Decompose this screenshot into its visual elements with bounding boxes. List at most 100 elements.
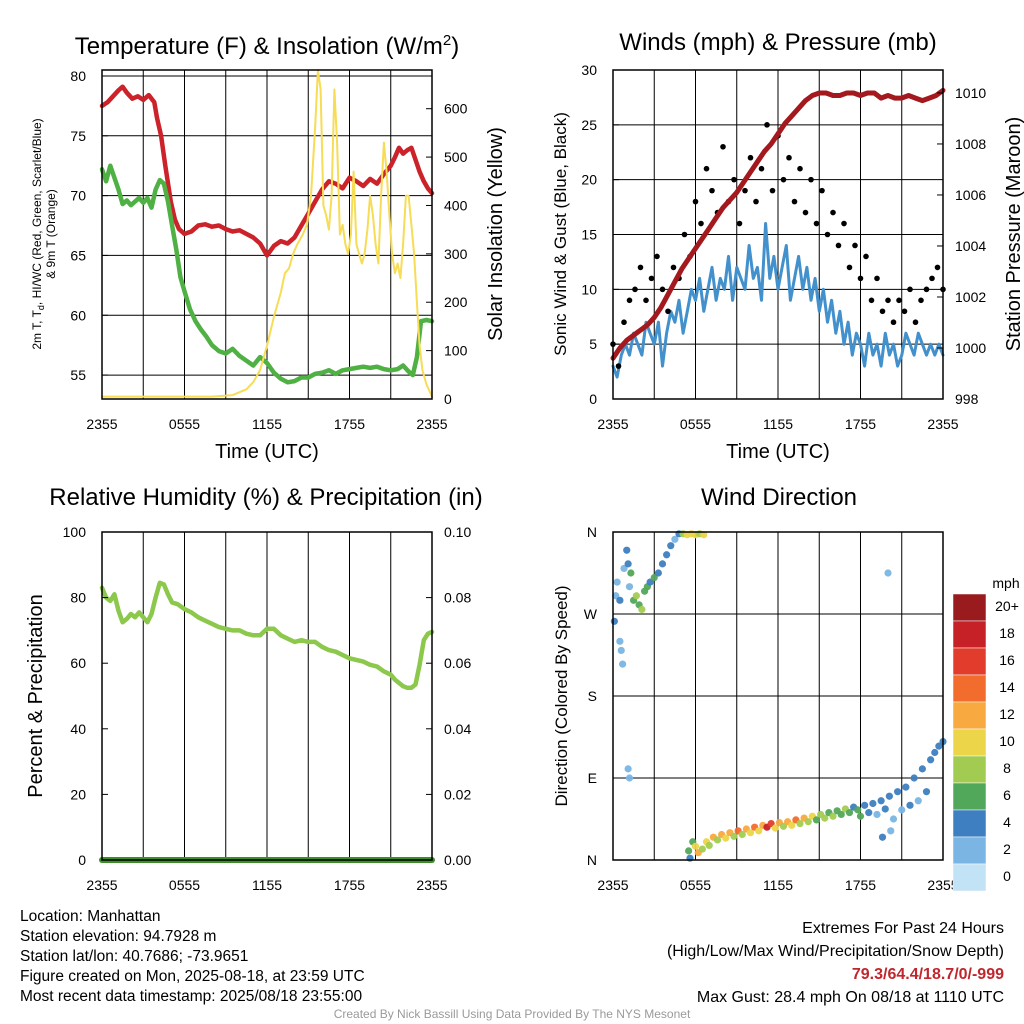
temperature-panel: 2355 0555 1155 1755 2355 55 60 65 70 75 80 0 100 200 3… xyxy=(30,32,507,463)
colorbar-swatch xyxy=(952,809,987,838)
y-tick-label: 40 xyxy=(70,721,86,737)
direction-ylabel: Direction (Colored By Speed) xyxy=(552,585,571,806)
direction-point xyxy=(796,819,804,828)
y-tick-label: 75 xyxy=(70,128,86,144)
gust-point xyxy=(764,122,770,128)
x-tick-label: 2355 xyxy=(597,416,628,432)
colorbar-swatch xyxy=(952,755,987,784)
gust-point xyxy=(918,297,924,304)
gust-point xyxy=(857,275,864,282)
humidity-plot-frame xyxy=(101,531,433,861)
gust-point xyxy=(879,308,886,315)
colorbar-swatch xyxy=(952,647,987,676)
gust-point xyxy=(841,220,847,227)
colorbar-label: 4 xyxy=(1003,814,1011,830)
gust-point xyxy=(615,363,622,369)
humidity-ticks: 2355 0555 1155 1755 23550204060801000.000.02… xyxy=(63,524,472,893)
y2-tick-label: 0.06 xyxy=(444,655,471,671)
humidity-line xyxy=(99,580,435,691)
x-tick-label: 2355 xyxy=(86,877,117,893)
direction-point xyxy=(821,814,829,822)
y2-tick-label: 1000 xyxy=(955,340,986,356)
direction-point xyxy=(771,824,779,832)
direction-point xyxy=(935,742,943,750)
x-tick-label: 1155 xyxy=(252,877,282,893)
gust-point xyxy=(819,187,825,194)
direction-point xyxy=(691,842,700,850)
y2-tick-label: 0.08 xyxy=(444,590,471,606)
gust-point xyxy=(868,297,875,304)
colorbar-swatch xyxy=(952,593,987,622)
direction-point xyxy=(730,832,738,840)
extremes-title: Extremes For Past 24 Hours xyxy=(802,920,1004,937)
humidity-panel: 2355 0555 1155 1755 23550204060801000.000.02… xyxy=(25,484,483,893)
gust-point xyxy=(907,286,913,293)
direction-point xyxy=(881,805,889,813)
y-tick-label: 65 xyxy=(70,247,86,263)
direction-point xyxy=(738,830,746,839)
gust-point xyxy=(632,286,638,293)
y2-tick-label: 998 xyxy=(955,391,979,407)
y-tick-label: 15 xyxy=(581,227,597,243)
gust-point xyxy=(813,220,820,227)
gust-point xyxy=(797,165,803,172)
direction-point xyxy=(755,827,763,835)
recent-text: Most recent data timestamp: 2025/08/18 2… xyxy=(20,988,363,1005)
colorbar-swatch xyxy=(952,836,987,865)
gust-point xyxy=(923,286,930,293)
gust-point xyxy=(846,264,853,271)
direction-point xyxy=(646,578,654,586)
elevation-text: Station elevation: 94.7928 m xyxy=(20,928,217,945)
direction-point xyxy=(638,605,646,614)
direction-point xyxy=(856,812,865,820)
gust-point xyxy=(791,198,798,205)
y2-tick-label: 500 xyxy=(444,149,468,165)
y-tick-label: 60 xyxy=(70,655,86,671)
direction-title: Wind Direction xyxy=(701,484,857,511)
y-tick-label: 55 xyxy=(70,367,86,383)
gust-point xyxy=(665,308,671,315)
y-tick-label: 70 xyxy=(70,188,86,204)
y-tick-label: 100 xyxy=(63,524,87,540)
gust-point xyxy=(912,319,919,326)
gust-point xyxy=(747,154,754,161)
direction-tick-label: W xyxy=(584,606,598,622)
gust-point xyxy=(769,187,776,194)
y2-tick-label: 1004 xyxy=(955,238,986,254)
direction-point xyxy=(722,834,730,842)
y-tick-label: 10 xyxy=(581,281,597,297)
y-tick-label: 25 xyxy=(581,117,597,133)
gust-point xyxy=(885,297,891,304)
y2-tick-label: 300 xyxy=(444,246,468,262)
temperature-xlabel: Time (UTC) xyxy=(215,441,319,463)
colorbar-swatch xyxy=(952,782,987,811)
y2-tick-label: 400 xyxy=(444,197,468,213)
direction-point xyxy=(619,660,627,668)
winds-xlabel: Time (UTC) xyxy=(726,441,830,463)
latlon-text: Station lat/lon: 40.7686; -73.9651 xyxy=(20,948,249,965)
direction-point xyxy=(885,792,893,800)
temperature-ylabel-line1: 2m T, Td, HI/WC (Red, Green, Scarlet/Blu… xyxy=(30,118,46,349)
y2-tick-label: 100 xyxy=(444,343,468,359)
direction-point xyxy=(845,809,854,817)
colorbar-swatch xyxy=(952,620,987,649)
direction-point xyxy=(713,836,722,844)
gust-point xyxy=(753,198,759,205)
extremes-box: Extremes For Past 24 Hours (High/Low/Max… xyxy=(667,917,1004,1009)
gust-point xyxy=(731,176,737,183)
x-tick-label: 2355 xyxy=(416,416,447,432)
direction-point xyxy=(884,569,892,577)
direction-point xyxy=(610,617,618,625)
direction-point xyxy=(931,748,939,757)
direction-point xyxy=(658,560,667,568)
gust-point xyxy=(934,264,941,271)
temperature-title: Temperature (F) & Insolation (W/m2) xyxy=(75,32,459,60)
gust-point xyxy=(621,319,627,326)
y2-tick-label: 200 xyxy=(444,294,468,310)
direction-point xyxy=(620,564,628,573)
direction-point xyxy=(624,765,632,773)
y2-tick-label: 0 xyxy=(444,391,452,407)
temperature-line xyxy=(99,84,435,258)
direction-point xyxy=(767,819,775,828)
